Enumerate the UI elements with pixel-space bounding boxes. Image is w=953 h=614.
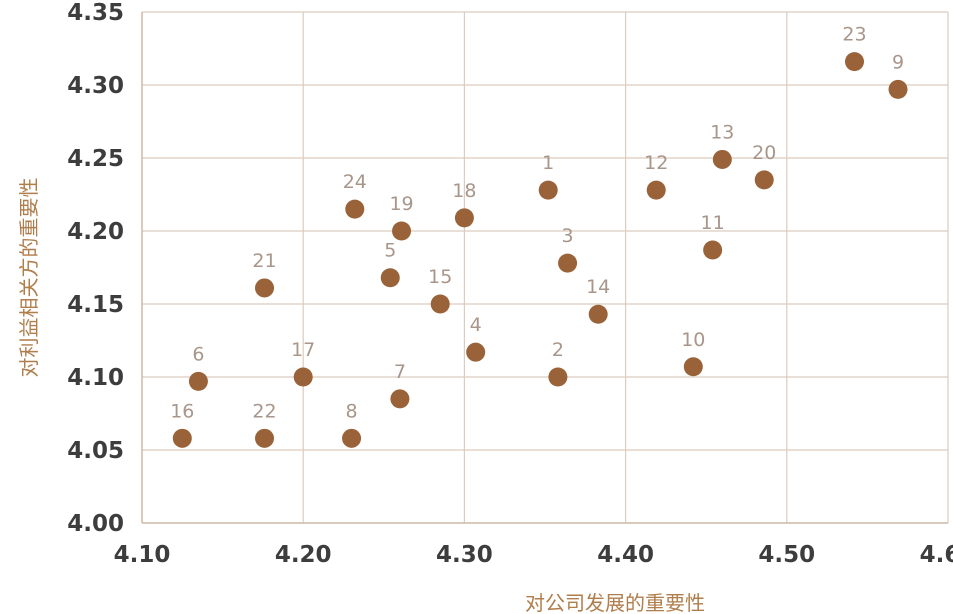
x-tick-label: 4.30 <box>436 542 493 568</box>
data-point <box>646 180 666 200</box>
data-point <box>392 221 412 241</box>
data-point-label: 18 <box>452 180 476 202</box>
data-point-label: 20 <box>752 142 776 164</box>
data-point-label: 15 <box>428 266 452 288</box>
data-point-label: 16 <box>170 400 194 422</box>
data-point <box>845 52 865 72</box>
y-tick-labels: 4.00 4.05 4.10 4.15 4.20 4.25 4.30 4.35 <box>67 0 124 537</box>
x-tick-label: 4.10 <box>114 542 171 568</box>
data-point-label: 17 <box>291 339 315 361</box>
y-axis-title: 对利益相关方的重要性 <box>17 178 41 378</box>
data-point <box>255 278 275 298</box>
data-point-label: 13 <box>710 121 734 143</box>
data-point-label: 8 <box>346 400 358 422</box>
y-tick-label: 4.05 <box>67 438 124 464</box>
x-tick-label: 4.20 <box>275 542 332 568</box>
data-point-label: 5 <box>384 240 396 262</box>
y-tick-label: 4.10 <box>67 365 124 391</box>
y-tick-label: 4.20 <box>67 219 124 245</box>
data-point <box>538 180 558 200</box>
data-point <box>172 428 192 448</box>
data-point <box>454 208 474 228</box>
data-point-label: 19 <box>389 193 413 215</box>
y-tick-label: 4.25 <box>67 146 124 172</box>
axes <box>141 12 948 524</box>
data-point <box>548 367 568 387</box>
x-tick-label: 4.50 <box>758 542 815 568</box>
data-point-label: 1 <box>542 152 554 174</box>
data-point-label: 23 <box>842 24 866 46</box>
data-point-label: 6 <box>192 343 204 365</box>
data-point <box>430 294 450 314</box>
data-point-label: 4 <box>470 314 482 336</box>
y-tick-label: 4.15 <box>67 292 124 318</box>
x-axis-title: 对公司发展的重要性 <box>525 591 705 614</box>
data-point-label: 22 <box>252 400 276 422</box>
data-point <box>188 371 208 391</box>
data-point <box>380 268 400 288</box>
data-point-label: 9 <box>892 51 904 73</box>
x-tick-label: 4.40 <box>597 542 654 568</box>
y-tick-label: 4.35 <box>67 0 124 26</box>
data-point-label: 24 <box>343 171 367 193</box>
data-point <box>345 199 365 219</box>
data-point <box>390 389 410 409</box>
data-point <box>754 170 774 190</box>
data-point <box>466 342 486 362</box>
data-point-label: 21 <box>252 250 276 272</box>
data-point <box>342 428 362 448</box>
data-point <box>588 304 608 324</box>
grid-lines <box>142 11 949 523</box>
data-point-label: 10 <box>681 329 705 351</box>
y-tick-label: 4.30 <box>67 73 124 99</box>
data-point <box>712 149 732 169</box>
data-point-label: 14 <box>586 276 610 298</box>
x-tick-labels: 4.10 4.20 4.30 4.40 4.50 4.60 <box>114 542 953 568</box>
data-point-label: 3 <box>562 225 574 247</box>
data-point-label: 7 <box>394 361 406 383</box>
data-point <box>683 357 703 377</box>
data-point <box>888 79 908 99</box>
data-point-label: 12 <box>644 152 668 174</box>
data-point-label: 2 <box>552 339 564 361</box>
data-point-label: 11 <box>701 212 725 234</box>
data-point <box>293 367 313 387</box>
y-tick-label: 4.00 <box>67 511 124 537</box>
data-point <box>558 253 578 273</box>
data-point <box>703 240 723 260</box>
data-point <box>255 428 275 448</box>
x-tick-label: 4.60 <box>920 542 953 568</box>
